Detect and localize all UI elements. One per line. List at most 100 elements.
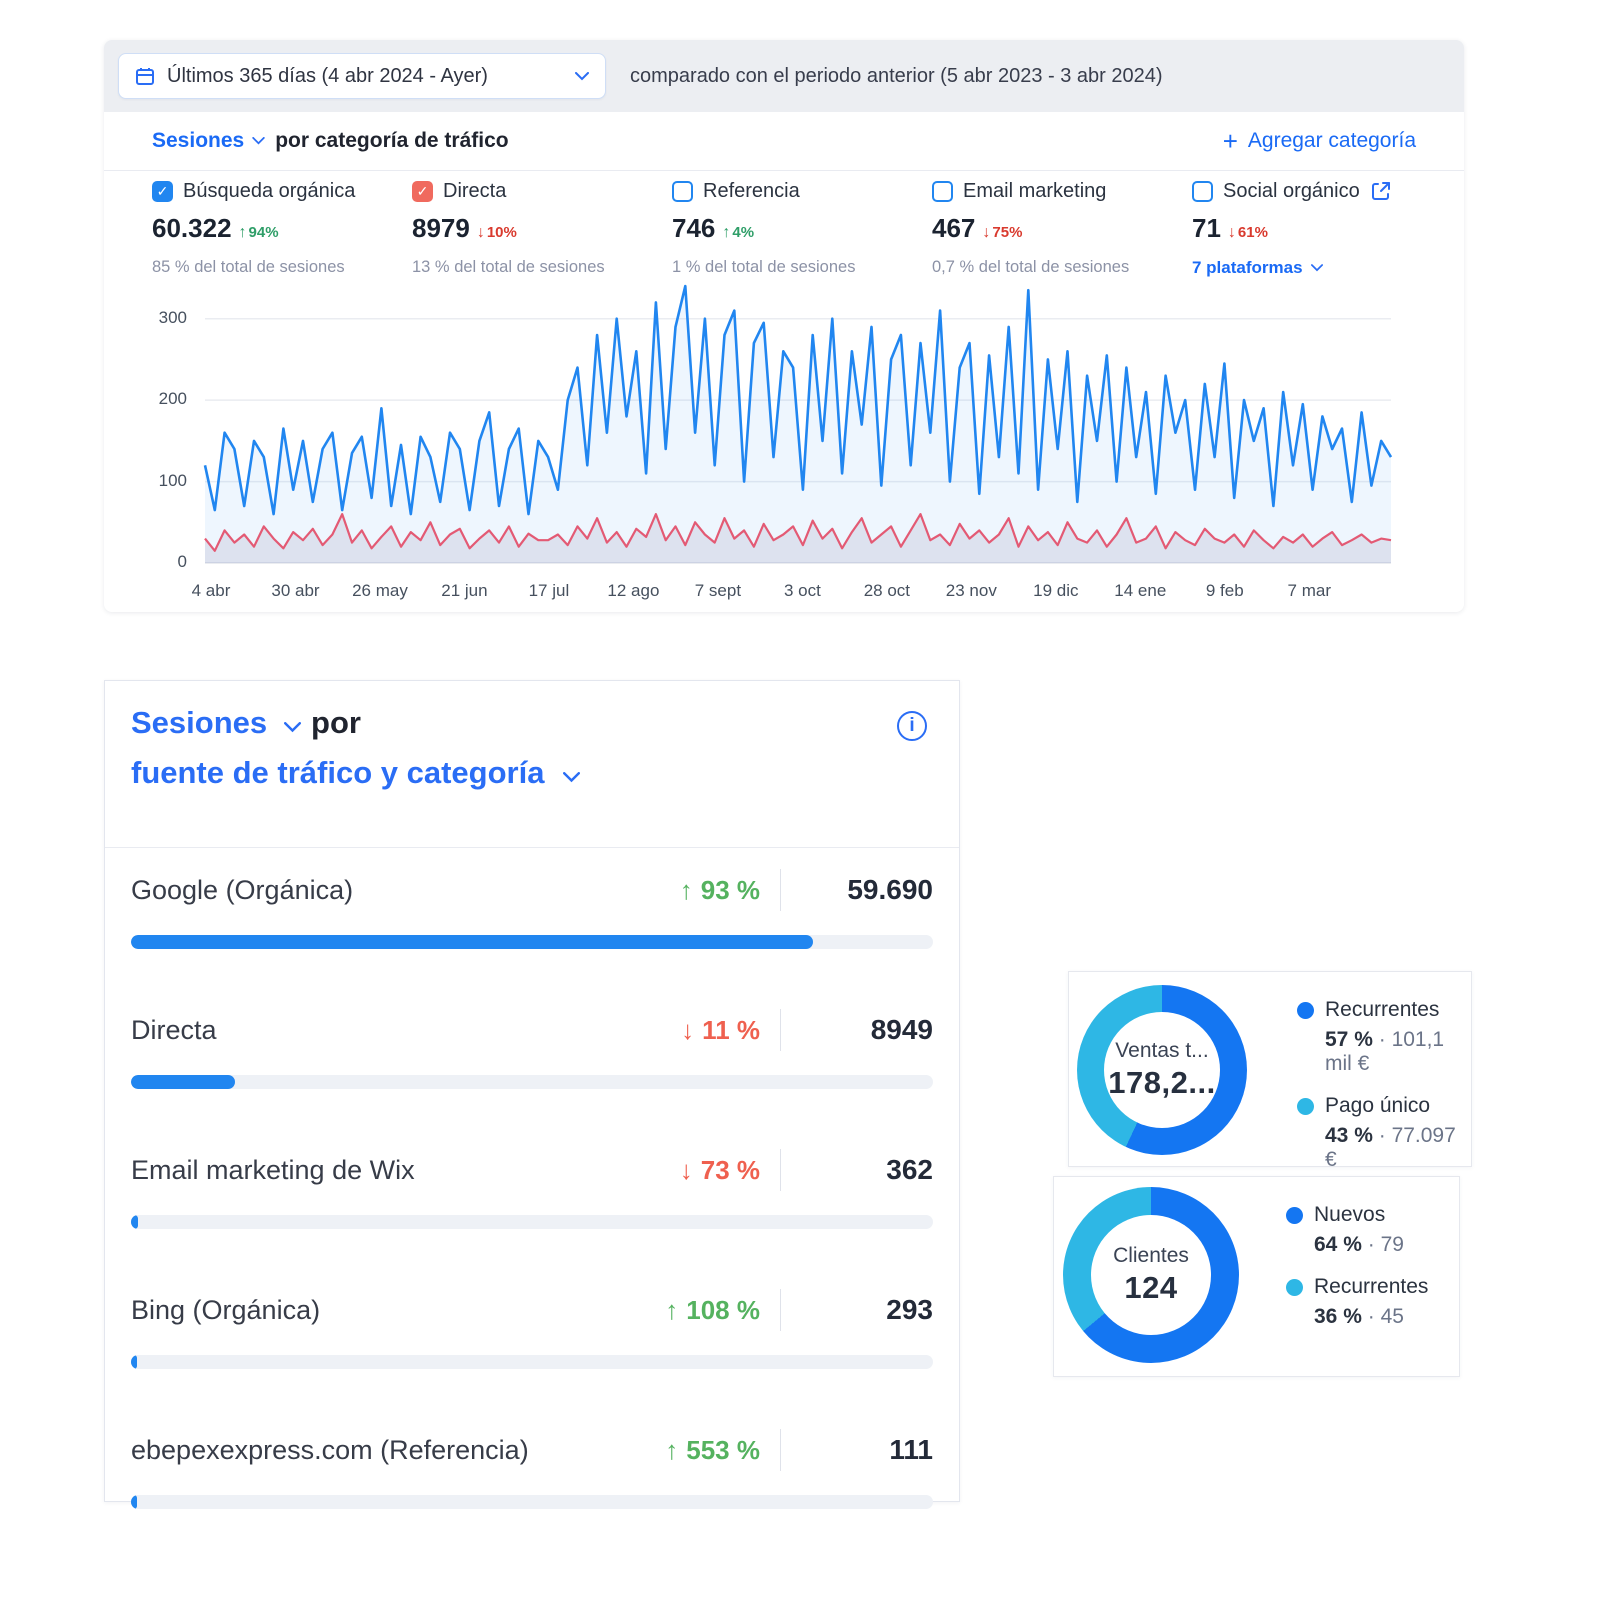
legend-dot — [1297, 1097, 1314, 1115]
dot-separator: · — [1378, 1028, 1386, 1051]
dimension-dropdown[interactable]: fuente de tráfico y categoría — [131, 755, 545, 790]
donut-center-value: 178,2... — [1108, 1065, 1216, 1100]
trend-arrow-icon: ↓ — [1227, 224, 1236, 241]
source-row-ebepexexpress[interactable]: ebepexexpress.com (Referencia) ↑ 553 % 11… — [131, 1429, 933, 1509]
total-sales-donut-chart[interactable]: Ventas t... 178,2... — [1077, 985, 1247, 1155]
trend-arrow-icon: ↓ — [681, 1014, 695, 1045]
category-referral: Referencia 746 ↑ 4% 1 % del total de sesi… — [672, 180, 932, 278]
source-row-bing[interactable]: Bing (Orgánica) ↑ 108 % 293 — [131, 1289, 933, 1369]
x-axis-tick: 7 mar — [1287, 581, 1331, 600]
category-share-label: 85 % del total de sesiones — [152, 258, 345, 276]
platforms-dropdown[interactable]: 7 plataformas — [1192, 258, 1452, 278]
chevron-down-icon[interactable] — [562, 772, 580, 783]
x-axis-tick: 9 feb — [1205, 581, 1244, 600]
x-axis-tick: 3 oct — [783, 581, 821, 600]
source-value: 111 — [889, 1434, 933, 1465]
divider — [780, 869, 781, 911]
source-bar-fill — [131, 935, 813, 949]
checkbox-organic-search[interactable]: ✓ — [152, 181, 173, 202]
source-label: Email marketing de Wix — [131, 1154, 415, 1185]
category-value: 8979 — [412, 213, 470, 243]
category-label: Directa — [443, 180, 507, 202]
trend-arrow-icon: ↓ — [476, 224, 485, 241]
source-bar — [131, 1215, 933, 1229]
divider — [105, 847, 959, 848]
source-label: Bing (Orgánica) — [131, 1294, 321, 1325]
trend-arrow-icon: ↑ — [238, 224, 247, 241]
add-category-button[interactable]: + Agregar categoría — [1223, 128, 1416, 154]
category-organic-search: ✓ Búsqueda orgánica 60.322 ↑ 94% 85 % del… — [152, 180, 412, 278]
category-value: 60.322 — [152, 213, 232, 243]
dot-separator: · — [1367, 1233, 1375, 1256]
source-bar-fill — [131, 1075, 236, 1089]
metric-dropdown[interactable]: Sesiones — [131, 705, 268, 740]
checkbox-email-marketing[interactable] — [932, 181, 953, 202]
x-axis-tick: 4 abr — [191, 581, 231, 600]
source-row-google[interactable]: Google (Orgánica) ↑ 93 % 59.690 — [131, 869, 933, 949]
y-axis-tick: 200 — [158, 389, 187, 409]
legend-pago-unico: Pago único 43 % · 77.097 € — [1297, 1094, 1471, 1172]
x-axis-tick: 7 sept — [694, 581, 742, 600]
category-share-label: 1 % del total de sesiones — [672, 258, 856, 276]
clients-donut-chart[interactable]: Clientes 124 — [1063, 1187, 1239, 1363]
source-value: 8949 — [870, 1014, 933, 1045]
sessions-line-chart[interactable]: 0 100 200 300 4 abr 30 abr 26 may 21 jun 17 jul 1… — [159, 278, 1393, 608]
info-icon[interactable]: i — [897, 711, 927, 741]
source-label: Google (Orgánica) — [131, 874, 354, 905]
divider — [780, 1009, 781, 1051]
source-bar — [131, 935, 933, 949]
source-bar — [131, 1355, 933, 1369]
x-axis-tick: 30 abr — [271, 581, 320, 600]
source-bar — [131, 1495, 933, 1509]
source-change: ↓ 11 % — [681, 1014, 760, 1045]
y-axis-tick: 0 — [177, 552, 187, 571]
source-change: ↑ 108 % — [665, 1294, 760, 1325]
sessions-by-source-panel: Sesiones por fuente de tráfico y categor… — [104, 680, 960, 1509]
by-label: por — [311, 705, 361, 740]
category-label: Referencia — [703, 180, 800, 202]
clients-donut-card: Clientes 124 Nuevos 64 % · 79 Recurrente… — [1053, 1176, 1460, 1377]
trend-arrow-icon: ↓ — [679, 1154, 693, 1185]
legend-recurrentes: Recurrentes 36 % · 45 — [1286, 1275, 1428, 1329]
category-label: Social orgánico — [1223, 180, 1360, 202]
source-row-wix-email[interactable]: Email marketing de Wix ↓ 73 % 362 — [131, 1149, 933, 1229]
compare-period-label: comparado con el periodo anterior (5 abr… — [630, 64, 1163, 87]
panel-title: por categoría de tráfico — [275, 129, 509, 152]
date-filter-bar: Últimos 365 días (4 abr 2024 - Ayer) com… — [104, 40, 1464, 112]
donut-center-value: 124 — [1124, 1270, 1178, 1305]
divider — [780, 1289, 781, 1331]
chevron-down-icon[interactable] — [283, 722, 301, 733]
chevron-down-icon[interactable] — [252, 137, 265, 145]
add-category-label: Agregar categoría — [1247, 129, 1416, 152]
divider — [780, 1429, 781, 1471]
donut-center-title: Ventas t... — [1115, 1039, 1209, 1062]
checkbox-referral[interactable] — [672, 181, 693, 202]
source-bar — [131, 1075, 933, 1089]
chevron-down-icon — [1310, 264, 1323, 272]
checkbox-direct[interactable]: ✓ — [412, 181, 433, 202]
date-range-picker[interactable]: Últimos 365 días (4 abr 2024 - Ayer) — [118, 53, 606, 99]
x-axis-tick: 23 nov — [945, 581, 997, 600]
trend-arrow-icon: ↑ — [665, 1294, 679, 1325]
x-axis-tick: 17 jul — [528, 581, 570, 600]
x-axis-tick: 14 ene — [1114, 581, 1167, 600]
category-change: ↓ 75% — [982, 224, 1023, 241]
source-row-direct[interactable]: Directa ↓ 11 % 8949 — [131, 1009, 933, 1089]
x-axis-tick: 12 ago — [607, 581, 660, 600]
trend-arrow-icon: ↑ — [679, 874, 693, 905]
source-change: ↓ 73 % — [679, 1154, 760, 1185]
category-organic-social: Social orgánico 71 ↓ 61% 7 plataformas — [1192, 180, 1452, 278]
metric-dropdown[interactable]: Sesiones — [152, 129, 245, 152]
category-label: Búsqueda orgánica — [183, 180, 356, 202]
legend-dot — [1286, 1206, 1303, 1224]
checkbox-organic-social[interactable] — [1192, 181, 1213, 202]
source-value: 362 — [886, 1154, 933, 1185]
dot-separator: · — [1367, 1305, 1375, 1328]
category-email-marketing: Email marketing 467 ↓ 75% 0,7 % del total… — [932, 180, 1192, 278]
legend-nuevos: Nuevos 64 % · 79 — [1286, 1203, 1428, 1257]
x-axis-tick: 26 may — [352, 581, 408, 600]
legend-dot — [1286, 1278, 1303, 1296]
external-link-icon[interactable] — [1370, 180, 1392, 202]
x-axis-tick: 19 dic — [1033, 581, 1079, 600]
dot-separator: · — [1378, 1124, 1386, 1147]
